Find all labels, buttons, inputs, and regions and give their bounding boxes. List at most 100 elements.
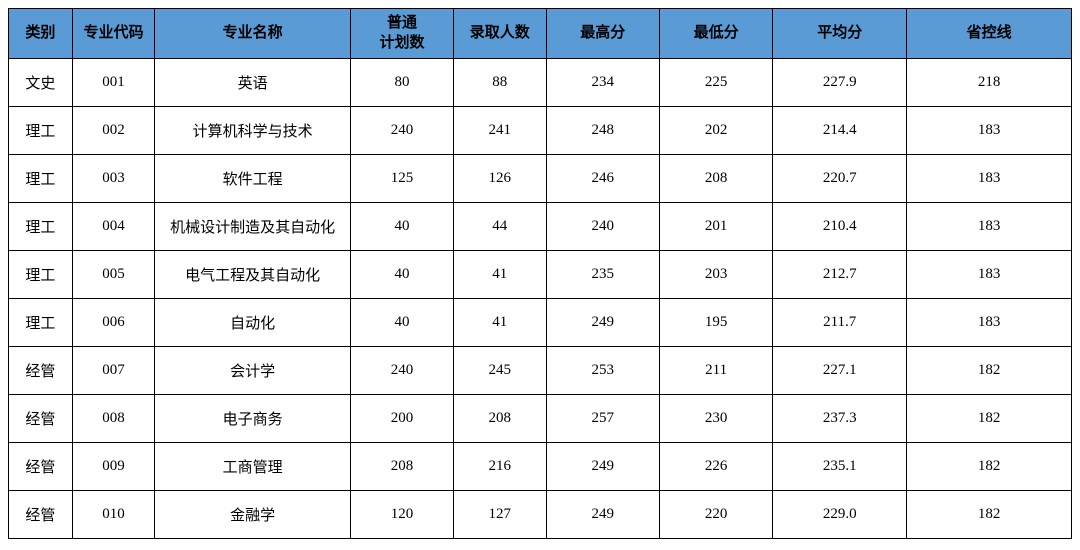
table-cell: 200: [350, 395, 453, 443]
table-cell: 182: [907, 347, 1072, 395]
table-cell: 248: [546, 107, 659, 155]
admission-table: 类别 专业代码 专业名称 普通计划数 录取人数 最高分 最低分 平均分 省控线 …: [8, 8, 1072, 539]
table-cell: 80: [350, 59, 453, 107]
table-cell: 理工: [9, 155, 73, 203]
table-cell: 225: [659, 59, 772, 107]
table-cell: 245: [453, 347, 546, 395]
table-cell: 010: [72, 491, 154, 539]
table-cell: 235.1: [773, 443, 907, 491]
table-cell: 88: [453, 59, 546, 107]
table-cell: 经管: [9, 347, 73, 395]
table-cell: 241: [453, 107, 546, 155]
table-row: 理工006自动化4041249195211.7183: [9, 299, 1072, 347]
table-cell: 电子商务: [155, 395, 351, 443]
table-cell: 41: [453, 299, 546, 347]
table-cell: 计算机科学与技术: [155, 107, 351, 155]
table-cell: 214.4: [773, 107, 907, 155]
col-header-max-score: 最高分: [546, 9, 659, 59]
table-row: 经管007会计学240245253211227.1182: [9, 347, 1072, 395]
table-cell: 127: [453, 491, 546, 539]
table-cell: 工商管理: [155, 443, 351, 491]
table-cell: 208: [350, 443, 453, 491]
table-cell: 182: [907, 443, 1072, 491]
table-cell: 211.7: [773, 299, 907, 347]
table-cell: 理工: [9, 107, 73, 155]
table-cell: 007: [72, 347, 154, 395]
table-cell: 257: [546, 395, 659, 443]
table-row: 经管010金融学120127249220229.0182: [9, 491, 1072, 539]
table-cell: 210.4: [773, 203, 907, 251]
table-cell: 金融学: [155, 491, 351, 539]
table-cell: 202: [659, 107, 772, 155]
table-cell: 182: [907, 395, 1072, 443]
col-header-major-code: 专业代码: [72, 9, 154, 59]
table-cell: 电气工程及其自动化: [155, 251, 351, 299]
table-cell: 183: [907, 107, 1072, 155]
table-cell: 经管: [9, 443, 73, 491]
table-cell: 009: [72, 443, 154, 491]
table-cell: 理工: [9, 299, 73, 347]
table-cell: 235: [546, 251, 659, 299]
table-cell: 220.7: [773, 155, 907, 203]
table-cell: 218: [907, 59, 1072, 107]
col-header-min-score: 最低分: [659, 9, 772, 59]
table-cell: 41: [453, 251, 546, 299]
table-cell: 001: [72, 59, 154, 107]
table-cell: 211: [659, 347, 772, 395]
table-cell: 40: [350, 203, 453, 251]
table-row: 理工003软件工程125126246208220.7183: [9, 155, 1072, 203]
table-cell: 44: [453, 203, 546, 251]
table-cell: 自动化: [155, 299, 351, 347]
col-header-admit-count: 录取人数: [453, 9, 546, 59]
table-cell: 240: [350, 107, 453, 155]
table-cell: 249: [546, 491, 659, 539]
table-cell: 249: [546, 299, 659, 347]
table-cell: 240: [350, 347, 453, 395]
table-cell: 理工: [9, 251, 73, 299]
col-header-province-line: 省控线: [907, 9, 1072, 59]
table-cell: 006: [72, 299, 154, 347]
table-row: 经管009工商管理208216249226235.1182: [9, 443, 1072, 491]
table-cell: 212.7: [773, 251, 907, 299]
table-row: 理工005电气工程及其自动化4041235203212.7183: [9, 251, 1072, 299]
table-cell: 201: [659, 203, 772, 251]
table-cell: 40: [350, 251, 453, 299]
table-cell: 005: [72, 251, 154, 299]
table-body: 文史001英语8088234225227.9218理工002计算机科学与技术24…: [9, 59, 1072, 539]
table-cell: 195: [659, 299, 772, 347]
table-cell: 208: [453, 395, 546, 443]
table-cell: 软件工程: [155, 155, 351, 203]
table-cell: 183: [907, 251, 1072, 299]
table-cell: 183: [907, 203, 1072, 251]
table-cell: 008: [72, 395, 154, 443]
table-cell: 237.3: [773, 395, 907, 443]
table-cell: 227.1: [773, 347, 907, 395]
table-cell: 183: [907, 155, 1072, 203]
table-cell: 253: [546, 347, 659, 395]
table-cell: 227.9: [773, 59, 907, 107]
col-header-plan-count: 普通计划数: [350, 9, 453, 59]
table-cell: 机械设计制造及其自动化: [155, 203, 351, 251]
table-cell: 216: [453, 443, 546, 491]
col-header-category: 类别: [9, 9, 73, 59]
table-cell: 249: [546, 443, 659, 491]
table-cell: 182: [907, 491, 1072, 539]
table-row: 理工004机械设计制造及其自动化4044240201210.4183: [9, 203, 1072, 251]
table-cell: 208: [659, 155, 772, 203]
table-cell: 120: [350, 491, 453, 539]
col-header-major-name: 专业名称: [155, 9, 351, 59]
table-cell: 40: [350, 299, 453, 347]
table-cell: 文史: [9, 59, 73, 107]
table-cell: 126: [453, 155, 546, 203]
table-cell: 203: [659, 251, 772, 299]
table-cell: 英语: [155, 59, 351, 107]
col-header-avg-score: 平均分: [773, 9, 907, 59]
table-cell: 002: [72, 107, 154, 155]
table-cell: 226: [659, 443, 772, 491]
table-cell: 229.0: [773, 491, 907, 539]
table-cell: 004: [72, 203, 154, 251]
table-cell: 183: [907, 299, 1072, 347]
table-cell: 125: [350, 155, 453, 203]
table-cell: 经管: [9, 395, 73, 443]
table-cell: 230: [659, 395, 772, 443]
